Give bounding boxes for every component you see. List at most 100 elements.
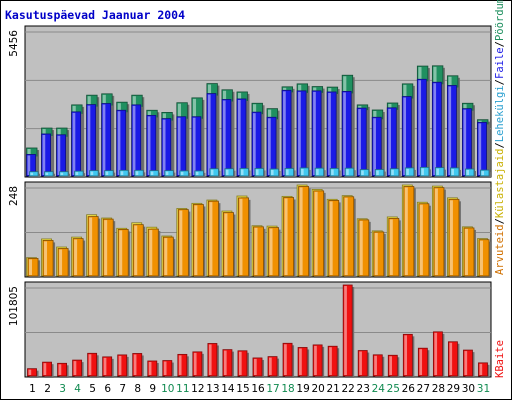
bar-arvuteid-day-21-highlight <box>329 201 333 275</box>
bar-arvuteid-day-29 <box>448 198 460 277</box>
xtick-label-day-4: 4 <box>74 383 81 395</box>
bar-kbaite-day-2 <box>42 361 52 377</box>
legend-top-entry: Külastajaid <box>494 149 506 219</box>
bar-faile-day-9-highlight <box>147 116 151 175</box>
bar-faile-day-7-highlight <box>117 111 121 175</box>
bar-arvuteid-day-24-highlight <box>374 232 378 275</box>
bar-lehekulgi-day-23-highlight <box>361 170 364 175</box>
bar-lehekulgi-day-7 <box>119 169 129 177</box>
xtick-label-day-13: 13 <box>206 383 219 395</box>
bar-lehekulgi-day-11 <box>179 170 189 177</box>
bar-arvuteid-day-31 <box>478 239 490 277</box>
bar-lehekulgi-day-13-highlight <box>210 169 214 175</box>
bar-lehekulgi-day-31 <box>480 169 490 177</box>
xtick-label-day-3: 3 <box>59 383 66 395</box>
bar-lehekulgi-day-5 <box>89 170 99 177</box>
xtick-label-day-9: 9 <box>149 383 156 395</box>
bar-lehekulgi-day-13 <box>209 168 219 177</box>
bar-lehekulgi-day-11-highlight <box>180 171 184 175</box>
bar-arvuteid-day-9-highlight <box>149 230 153 275</box>
bar-arvuteid-day-13-highlight <box>209 202 213 275</box>
bar-kbaite-day-23-highlight <box>359 351 362 375</box>
bar-kbaite-day-16-highlight <box>253 358 257 375</box>
legend-bottom: KBaite <box>494 340 506 378</box>
bar-kbaite-day-21-highlight <box>329 347 332 375</box>
xtick-label-day-16: 16 <box>251 383 265 395</box>
legend-top-separator: / <box>494 142 506 148</box>
bar-kbaite-day-19-highlight <box>299 348 302 375</box>
bar-lehekulgi-day-20-highlight <box>316 169 319 175</box>
bar-kbaite-day-20 <box>312 344 323 377</box>
bar-lehekulgi-day-12-highlight <box>195 171 199 175</box>
bar-arvuteid-day-4 <box>72 238 84 277</box>
bar-kbaite-day-9 <box>147 360 158 377</box>
bar-faile-day-24-highlight <box>373 118 376 175</box>
chart-title: Kasutuspäevad Jaanuar 2004 <box>5 8 185 22</box>
bar-kbaite-day-20-highlight <box>314 345 317 375</box>
bar-lehekulgi-day-27 <box>419 166 430 177</box>
bar-lehekulgi-day-20 <box>314 167 325 177</box>
bar-faile-day-10-highlight <box>162 119 166 175</box>
bar-kbaite-day-8 <box>132 353 143 377</box>
bar-kbaite-day-11 <box>177 353 188 377</box>
legend-bottom-entry: KBaite <box>494 340 506 378</box>
bar-kbaite-day-18-highlight <box>284 344 287 375</box>
bar-lehekulgi-day-10 <box>164 170 174 177</box>
bar-arvuteid-day-15 <box>238 197 249 277</box>
bar-arvuteid-day-3-highlight <box>59 249 63 275</box>
bar-kbaite-day-27 <box>417 347 428 377</box>
bar-kbaite-day-28-highlight <box>434 332 438 375</box>
bar-kbaite-day-24 <box>372 354 383 377</box>
bar-arvuteid-day-11 <box>177 209 189 277</box>
bar-lehekulgi-day-8-highlight <box>135 171 139 175</box>
bar-arvuteid-day-27-highlight <box>419 204 423 275</box>
bar-arvuteid-day-1-highlight <box>29 259 33 275</box>
xtick-label-day-2: 2 <box>44 383 51 395</box>
xtick-label-day-28: 28 <box>432 383 445 395</box>
xtick-label-day-11: 11 <box>176 383 189 395</box>
bar-kbaite-day-14-highlight <box>223 350 227 375</box>
bar-arvuteid-day-4-highlight <box>74 239 78 275</box>
bar-kbaite-day-13-highlight <box>208 344 212 375</box>
panel-1-ytick-label: 5456 <box>8 30 20 57</box>
bar-faile-day-4-highlight <box>72 112 76 175</box>
bar-arvuteid-day-23-highlight <box>359 220 363 275</box>
bar-kbaite-day-1 <box>27 368 37 377</box>
bar-kbaite-day-12-highlight <box>193 352 197 375</box>
bar-faile-day-28-highlight <box>433 83 437 175</box>
bar-lehekulgi-day-8 <box>134 169 144 177</box>
bar-lehekulgi-day-22-highlight <box>346 169 349 175</box>
bar-lehekulgi-day-28 <box>434 167 445 177</box>
bar-lehekulgi-day-22 <box>344 167 355 177</box>
bar-faile-day-27-highlight <box>418 80 422 175</box>
bar-lehekulgi-day-15-highlight <box>240 169 244 175</box>
bar-lehekulgi-day-23 <box>359 169 370 177</box>
bar-kbaite-day-15-highlight <box>238 351 242 375</box>
bar-faile-day-31-highlight <box>478 123 482 175</box>
bar-faile-day-19-highlight <box>298 91 301 175</box>
bar-arvuteid-day-7-highlight <box>119 230 123 275</box>
bar-faile-day-6-highlight <box>102 104 106 175</box>
bar-arvuteid-day-10-highlight <box>164 238 168 275</box>
bar-arvuteid-day-1 <box>27 257 39 277</box>
xtick-label-day-30: 30 <box>462 383 475 395</box>
bar-faile-day-23-highlight <box>358 109 361 175</box>
bar-arvuteid-day-6-highlight <box>104 220 108 275</box>
legend-top-separator: / <box>494 79 506 85</box>
bar-kbaite-day-22-highlight <box>344 286 347 375</box>
bar-arvuteid-day-7 <box>117 228 129 277</box>
bar-arvuteid-day-16-highlight <box>254 227 258 275</box>
bar-faile-day-16-highlight <box>252 113 256 175</box>
bar-faile-day-15-highlight <box>237 99 241 175</box>
xtick-label-day-29: 29 <box>447 383 460 395</box>
xtick-label-day-10: 10 <box>161 383 174 395</box>
bar-faile-day-21-highlight <box>328 92 331 175</box>
bar-arvuteid-day-3 <box>57 248 69 277</box>
legend-top-entry: Lehekülgi <box>494 85 506 142</box>
bar-arvuteid-day-20-highlight <box>314 191 318 275</box>
legend-top-separator: / <box>494 41 506 47</box>
bar-kbaite-day-21 <box>327 345 338 377</box>
bar-kbaite-day-3-highlight <box>58 364 62 375</box>
bar-kbaite-day-30-highlight <box>464 351 468 375</box>
bar-lehekulgi-day-3-highlight <box>60 172 64 175</box>
